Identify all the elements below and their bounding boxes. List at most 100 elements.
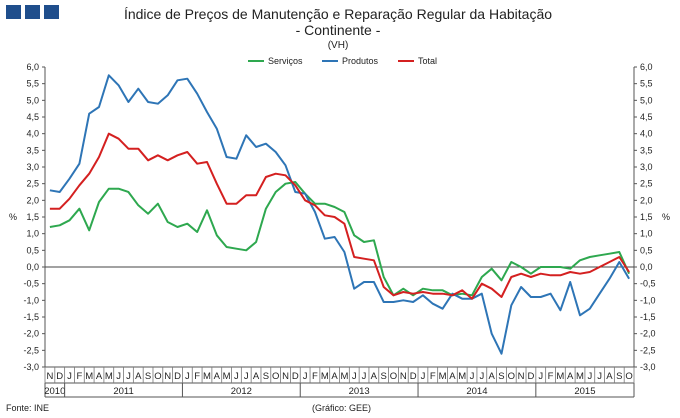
y-tick-label-left: -1,0: [23, 295, 39, 305]
x-month-label: M: [321, 371, 329, 382]
series-line-servi-os: [49, 181, 631, 297]
series-lines: [49, 74, 631, 355]
x-month-label: A: [331, 371, 338, 382]
logo-square-1: [6, 5, 21, 19]
y-tick-label-left: -2,5: [23, 345, 39, 355]
x-year-label: 2010: [44, 386, 65, 397]
y-tick-label-right: 4,5: [640, 112, 653, 122]
x-month-label: J: [362, 371, 367, 382]
x-month-label: J: [67, 371, 72, 382]
x-month-label: D: [527, 371, 534, 382]
y-tick-label-right: 1,0: [640, 229, 653, 239]
y-tick-label-right: -2,0: [640, 329, 656, 339]
axes: 6,0 5,5 5,0 4,5 4,0 3,5 3,0 2,5 2,0 1,5 1,0 0,5 0,0 -…: [9, 62, 670, 398]
y-tick-label-right: 2,0: [640, 195, 653, 205]
x-month-label: A: [135, 371, 142, 382]
x-month-label: O: [154, 371, 161, 382]
logo-square-2: [25, 5, 40, 19]
y-tick-label-left: 0,5: [26, 245, 39, 255]
y-tick-label-left: 4,0: [26, 129, 39, 139]
x-month-label: O: [272, 371, 279, 382]
y-tick-label-left: -3,0: [23, 362, 39, 372]
x-month-label: A: [567, 371, 574, 382]
x-month-label: M: [105, 371, 113, 382]
x-month-label: S: [263, 371, 269, 382]
y-tick-label-right: -3,0: [640, 362, 656, 372]
y-tick-label-right: -0,5: [640, 279, 656, 289]
x-month-label: M: [458, 371, 466, 382]
y-tick-label-right: 5,0: [640, 95, 653, 105]
x-month-label: M: [340, 371, 348, 382]
x-month-label: M: [556, 371, 564, 382]
y-tick-label-left: 5,0: [26, 95, 39, 105]
x-month-label: D: [56, 371, 63, 382]
x-year-label: 2014: [466, 386, 487, 397]
y-tick-label-right: 0,5: [640, 245, 653, 255]
y-tick-label-right: -1,0: [640, 295, 656, 305]
x-month-label: F: [430, 371, 436, 382]
x-month-label: M: [85, 371, 93, 382]
x-month-label: J: [479, 371, 484, 382]
x-month-label: F: [312, 371, 318, 382]
y-tick-label-left: 3,5: [26, 145, 39, 155]
x-month-label: A: [449, 371, 456, 382]
x-month-label: A: [253, 371, 260, 382]
x-month-label: M: [439, 371, 447, 382]
x-month-label: S: [145, 371, 151, 382]
x-year-label: 2015: [574, 386, 595, 397]
source-note: Fonte: INE: [6, 403, 49, 413]
x-year-label: 2011: [113, 386, 133, 397]
x-month-label: J: [538, 371, 543, 382]
unit-note: (VH): [328, 40, 349, 51]
x-month-label: A: [606, 371, 613, 382]
x-month-label: N: [282, 371, 289, 382]
y-tick-label-left: 3,0: [26, 162, 39, 172]
x-month-label: J: [116, 371, 121, 382]
y-tick-label-left: -1,5: [23, 312, 39, 322]
x-month-label: D: [174, 371, 181, 382]
y-tick-label-left: 2,0: [26, 195, 39, 205]
y-tick-label-left: 4,5: [26, 112, 39, 122]
x-month-label: S: [498, 371, 504, 382]
y-tick-label-left: 5,5: [26, 79, 39, 89]
y-tick-label-right: -1,5: [640, 312, 656, 322]
x-month-label: O: [390, 371, 397, 382]
y-tick-label-right: 5,5: [640, 79, 653, 89]
y-tick-label-left: 1,0: [26, 229, 39, 239]
legend-label: Serviços: [268, 56, 303, 66]
legend-label: Total: [418, 56, 437, 66]
x-month-label: F: [194, 371, 200, 382]
y-axis-label-left: %: [9, 212, 17, 222]
x-month-label: J: [587, 371, 592, 382]
ine-logo: [6, 5, 59, 19]
chart-title: Índice de Preços de Manutenção e Reparaç…: [124, 6, 552, 22]
x-month-label: A: [96, 371, 103, 382]
legend: Serviços Produtos Total: [248, 56, 437, 66]
x-month-label: J: [303, 371, 308, 382]
x-month-label: A: [488, 371, 495, 382]
series-line-produtos: [49, 74, 630, 355]
y-tick-label-right: 3,0: [640, 162, 653, 172]
x-year-label: 2012: [231, 386, 252, 397]
x-month-label: F: [548, 371, 554, 382]
x-month-label: J: [126, 371, 131, 382]
x-month-label: J: [352, 371, 357, 382]
x-month-label: A: [371, 371, 378, 382]
x-month-label: S: [381, 371, 387, 382]
legend-label: Produtos: [342, 56, 379, 66]
y-tick-label-right: 4,0: [640, 129, 653, 139]
y-tick-label-left: -0,5: [23, 279, 39, 289]
y-tick-label-left: 1,5: [26, 212, 39, 222]
chart-subtitle: - Continente -: [296, 22, 381, 38]
logo-square-3: [44, 5, 59, 19]
y-tick-label-right: -2,5: [640, 345, 656, 355]
x-month-label: J: [421, 371, 426, 382]
y-tick-label-right: 1,5: [640, 212, 653, 222]
y-axis-label-right: %: [662, 212, 670, 222]
series-line-total: [49, 132, 630, 300]
y-tick-label-left: 0,0: [26, 262, 39, 272]
x-month-label: J: [470, 371, 475, 382]
x-month-label: M: [203, 371, 211, 382]
x-month-label: A: [214, 371, 221, 382]
y-tick-label-left: 6,0: [26, 62, 39, 72]
